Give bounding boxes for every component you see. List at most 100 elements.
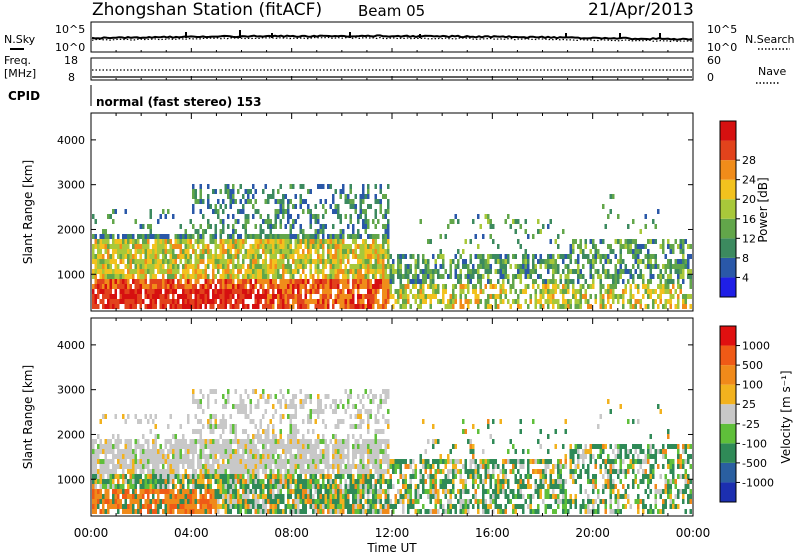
range-cell bbox=[189, 299, 192, 304]
range-cell bbox=[299, 509, 302, 514]
range-cell bbox=[427, 459, 430, 464]
range-cell bbox=[229, 279, 232, 284]
range-cell bbox=[524, 264, 527, 269]
range-cell bbox=[229, 299, 232, 304]
range-cell bbox=[117, 444, 120, 449]
range-cell bbox=[389, 294, 392, 299]
range-cell bbox=[362, 239, 365, 244]
range-cell bbox=[362, 299, 365, 304]
range-cell bbox=[294, 489, 297, 494]
range-cell bbox=[107, 294, 110, 299]
range-cell bbox=[337, 454, 340, 459]
range-cell bbox=[202, 274, 205, 279]
range-cell bbox=[227, 294, 230, 299]
range-cell bbox=[589, 274, 592, 279]
range-cell bbox=[277, 209, 280, 214]
range-cell bbox=[332, 224, 335, 229]
range-cell bbox=[567, 264, 570, 269]
range-cell bbox=[147, 234, 150, 239]
range-cell bbox=[297, 459, 300, 464]
range-cell bbox=[637, 249, 640, 254]
range-cell bbox=[244, 464, 247, 469]
range-cell bbox=[102, 494, 105, 499]
range-cell bbox=[574, 289, 577, 294]
range-cell bbox=[124, 209, 127, 214]
range-cell bbox=[359, 264, 362, 269]
range-cell bbox=[249, 249, 252, 254]
range-cell bbox=[189, 234, 192, 239]
range-cell bbox=[277, 444, 280, 449]
range-cell bbox=[439, 249, 442, 254]
range-cell bbox=[242, 449, 245, 454]
range-cell bbox=[309, 504, 312, 509]
range-cell bbox=[359, 494, 362, 499]
range-cell bbox=[244, 249, 247, 254]
range-cell bbox=[117, 299, 120, 304]
range-cell bbox=[269, 229, 272, 234]
range-cell bbox=[269, 219, 272, 224]
range-cell bbox=[269, 459, 272, 464]
range-cell bbox=[194, 264, 197, 269]
range-cell bbox=[94, 284, 97, 289]
range-cell bbox=[637, 299, 640, 304]
range-cell bbox=[224, 439, 227, 444]
range-cell bbox=[567, 269, 570, 274]
range-cell bbox=[277, 509, 280, 514]
range-cell bbox=[182, 239, 185, 244]
range-cell bbox=[369, 414, 372, 419]
range-cell bbox=[524, 219, 527, 224]
range-cell bbox=[209, 304, 212, 309]
range-cell bbox=[442, 479, 445, 484]
range-cell bbox=[272, 429, 275, 434]
range-cell bbox=[594, 259, 597, 264]
range-cell bbox=[249, 244, 252, 249]
range-cell bbox=[359, 274, 362, 279]
range-cell bbox=[367, 464, 370, 469]
range-cell bbox=[254, 469, 257, 474]
range-cell bbox=[449, 219, 452, 224]
range-cell bbox=[197, 304, 200, 309]
range-cell bbox=[329, 499, 332, 504]
range-cell bbox=[682, 299, 685, 304]
range-cell bbox=[109, 439, 112, 444]
range-cell bbox=[102, 254, 105, 259]
range-cell bbox=[194, 494, 197, 499]
range-cell bbox=[524, 274, 527, 279]
range-cell bbox=[487, 279, 490, 284]
range-cell bbox=[249, 509, 252, 514]
range-cell bbox=[154, 279, 157, 284]
range-cell bbox=[439, 469, 442, 474]
range-cell bbox=[92, 509, 95, 514]
range-cell bbox=[629, 269, 632, 274]
range-cell bbox=[127, 264, 130, 269]
range-cell bbox=[352, 279, 355, 284]
range-cell bbox=[262, 494, 265, 499]
range-cell bbox=[687, 269, 690, 274]
range-cell bbox=[259, 264, 262, 269]
range-cell bbox=[247, 449, 250, 454]
range-cell bbox=[307, 469, 310, 474]
range-cell bbox=[327, 289, 330, 294]
range-cell bbox=[377, 254, 380, 259]
range-cell bbox=[154, 509, 157, 514]
range-cell bbox=[209, 484, 212, 489]
range-cell bbox=[127, 244, 130, 249]
range-cell bbox=[612, 284, 615, 289]
range-cell bbox=[374, 459, 377, 464]
range-cell bbox=[664, 254, 667, 259]
range-cell bbox=[662, 289, 665, 294]
range-cell bbox=[99, 439, 102, 444]
range-cell bbox=[209, 239, 212, 244]
range-cell bbox=[242, 479, 245, 484]
range-cell bbox=[192, 274, 195, 279]
range-cell bbox=[602, 264, 605, 269]
range-cell bbox=[199, 234, 202, 239]
range-cell bbox=[347, 234, 350, 239]
range-cell bbox=[297, 439, 300, 444]
range-cell bbox=[207, 184, 210, 189]
range-cell bbox=[234, 434, 237, 439]
range-cell bbox=[92, 439, 95, 444]
range-cell bbox=[329, 254, 332, 259]
range-cell bbox=[644, 284, 647, 289]
